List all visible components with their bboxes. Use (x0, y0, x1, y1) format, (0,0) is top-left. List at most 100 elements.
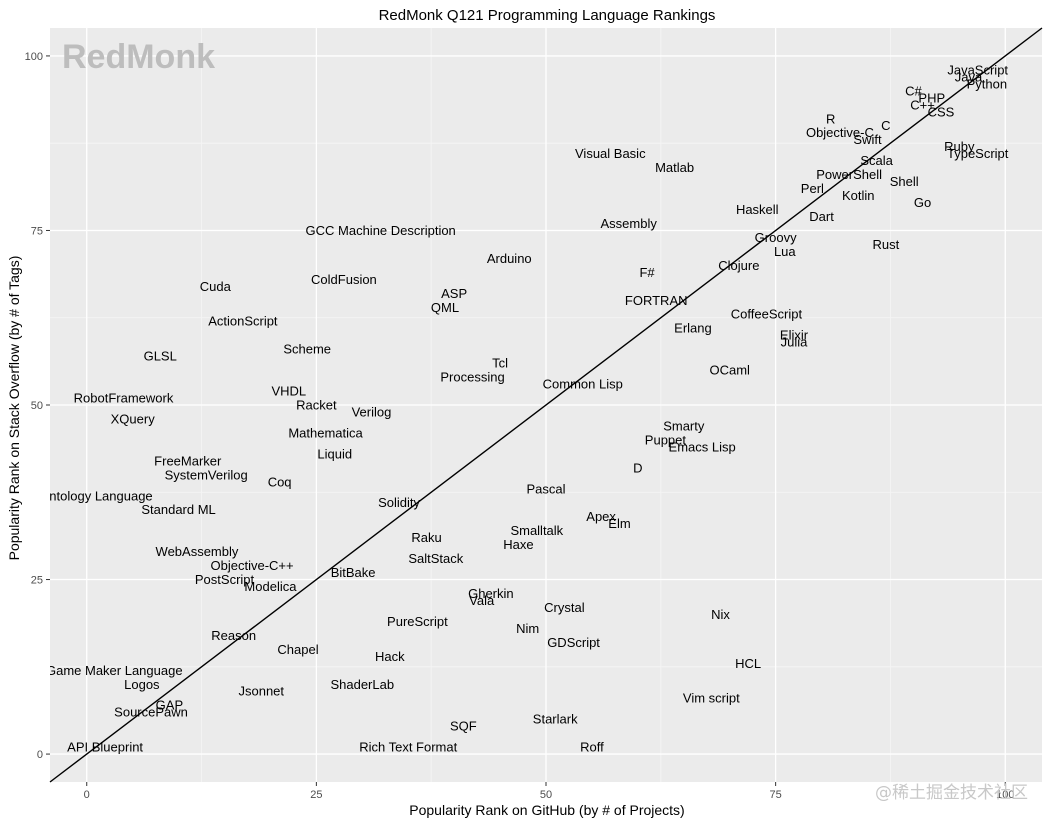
point-label: Emacs Lisp (669, 439, 736, 454)
point-label: Swift (853, 132, 882, 147)
y-tick-label: 25 (31, 575, 43, 587)
axis-ticks: 0 25 50 75 100 0 25 50 75 100 (25, 51, 1015, 801)
point-label: Elixir (780, 328, 809, 343)
point-label: Go (914, 195, 931, 210)
point-label: PostScript (195, 572, 255, 587)
point-label: Groovy (755, 230, 797, 245)
point-label: Rich Text Format (359, 740, 457, 755)
point-label: Rust (872, 237, 899, 252)
point-label: Haxe (503, 537, 533, 552)
point-label: F# (639, 265, 655, 280)
point-label: C++ (910, 97, 935, 112)
y-tick-label: 100 (25, 51, 43, 63)
point-label: TypeScript (947, 146, 1009, 161)
point-label: Reason (211, 628, 256, 643)
point-label: Roff (580, 740, 604, 755)
y-tick-label: 75 (31, 225, 43, 237)
point-label: GLSL (144, 349, 177, 364)
point-label: Cuda (200, 279, 232, 294)
point-label: Vim script (683, 691, 740, 706)
point-label: Crystal (544, 600, 585, 615)
point-label: CSS (928, 104, 955, 119)
redmonk-logo: RedMonk (62, 38, 215, 76)
point-label: Processing (440, 370, 504, 385)
point-label: Scala (860, 153, 893, 168)
point-label: Puppet (645, 432, 687, 447)
point-label: XQuery (111, 411, 156, 426)
point-label: Apex (586, 509, 616, 524)
x-tick-label: 25 (310, 789, 322, 801)
point-label: Solidity (378, 495, 420, 510)
point-label: SaltStack (408, 551, 463, 566)
point-label: SourcePawn (114, 705, 188, 720)
point-label: PHP (918, 90, 945, 105)
point-label: JavaScript (947, 62, 1008, 77)
point-label: Starlark (533, 712, 578, 727)
point-label: Verilog (352, 404, 392, 419)
point-label: Jsonnet (238, 684, 284, 699)
point-label: Assembly (600, 216, 657, 231)
x-tick-label: 0 (84, 789, 90, 801)
point-label: GAP (156, 698, 183, 713)
point-label: Common Lisp (543, 377, 623, 392)
point-label: Kotlin (842, 188, 875, 203)
point-label: ColdFusion (311, 272, 377, 287)
point-label: Vala (469, 593, 495, 608)
point-label: Ontology Language (39, 488, 152, 503)
point-label: Racket (296, 398, 337, 413)
point-label: D (633, 460, 642, 475)
point-label: OCaml (709, 363, 750, 378)
point-label: Smalltalk (510, 523, 563, 538)
point-label: CoffeeScript (731, 307, 803, 322)
point-label: Logos (124, 677, 160, 692)
point-label: FORTRAN (625, 293, 688, 308)
point-label: PureScript (387, 614, 448, 629)
point-label: C# (905, 83, 922, 98)
point-label: R (826, 111, 835, 126)
point-label: Shell (890, 174, 919, 189)
point-label: Coq (268, 474, 292, 489)
point-label: Chapel (277, 642, 318, 657)
x-tick-label: 75 (770, 789, 782, 801)
chart-title: RedMonk Q121 Programming Language Rankin… (379, 7, 716, 24)
point-label: WebAssembly (156, 544, 239, 559)
point-label: Objective-C (806, 125, 874, 140)
point-label: Objective-C++ (211, 558, 294, 573)
point-label: VHDL (271, 384, 306, 399)
point-label: Elm (608, 516, 630, 531)
point-label: Gherkin (468, 586, 514, 601)
point-label: API Blueprint (67, 740, 143, 755)
point-label: Pascal (526, 481, 565, 496)
point-label: GCC Machine Description (306, 223, 456, 238)
point-label: RobotFramework (74, 391, 174, 406)
point-label: Lua (774, 244, 796, 259)
point-label: Ruby (944, 139, 975, 154)
point-label: HCL (735, 656, 761, 671)
point-label: PowerShell (816, 167, 882, 182)
point-label: Java (955, 69, 983, 84)
point-label: Julia (781, 335, 809, 350)
point-label: Liquid (317, 446, 352, 461)
point-label: Raku (411, 530, 441, 545)
point-label: Scheme (283, 342, 331, 357)
point-label: Erlang (674, 321, 712, 336)
point-label: Dart (809, 209, 834, 224)
point-label: Hack (375, 649, 405, 664)
x-axis-title: Popularity Rank on GitHub (by # of Proje… (409, 802, 684, 818)
point-label: Haskell (736, 202, 779, 217)
reference-line (49, 27, 1043, 783)
point-label: BitBake (331, 565, 376, 580)
point-label: ActionScript (208, 314, 278, 329)
point-label: C (881, 118, 890, 133)
point-label: Arduino (487, 251, 532, 266)
point-label: Nix (711, 607, 730, 622)
point-label: QML (431, 300, 459, 315)
point-label: Smarty (663, 418, 705, 433)
point-label: SystemVerilog (165, 467, 248, 482)
point-label: Clojure (718, 258, 759, 273)
point-label: Matlab (655, 160, 694, 175)
point-label: FreeMarker (154, 453, 222, 468)
y-axis-title: Popularity Rank on Stack Overflow (by # … (6, 256, 22, 561)
point-label: SQF (450, 719, 477, 734)
